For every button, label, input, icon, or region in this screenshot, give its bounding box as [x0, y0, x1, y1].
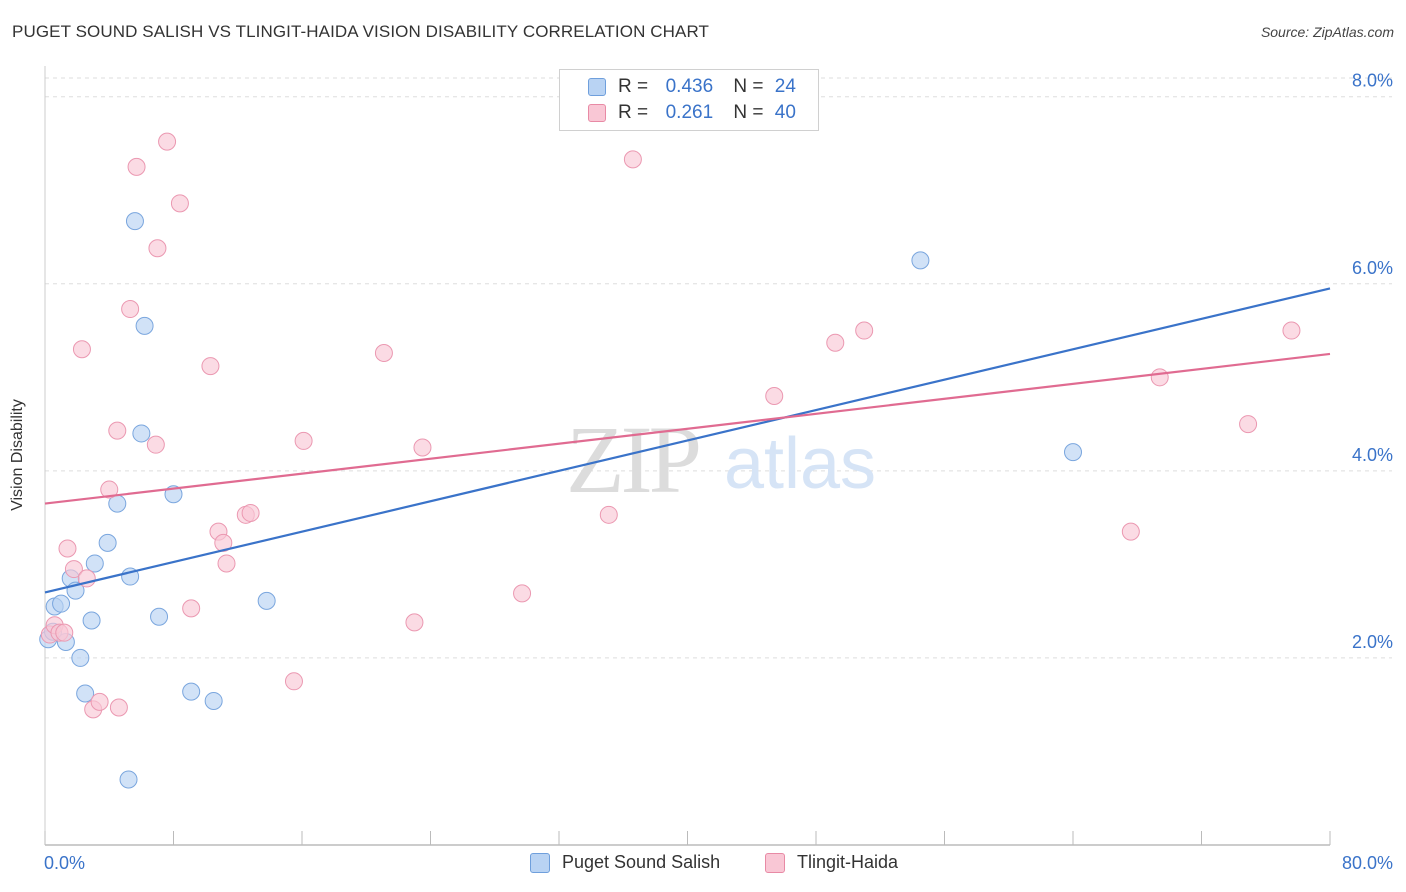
data-point-tlingit: [109, 698, 128, 717]
data-point-salish: [257, 591, 276, 610]
data-point-tlingit: [1239, 415, 1258, 434]
bottom-legend-swatch-salish: [530, 852, 550, 873]
legend-row-salish: R = 0.436 N = 24: [588, 75, 796, 99]
data-point-tlingit: [374, 343, 393, 362]
watermark: ZIP atlas: [566, 406, 876, 513]
data-point-tlingit: [64, 560, 83, 579]
bottom-legend-salish: Puget Sound Salish: [530, 852, 720, 873]
watermark-atlas: atlas: [724, 424, 876, 504]
legend-r-value-salish: 0.436: [665, 76, 714, 97]
data-point-salish: [125, 212, 144, 231]
y-tick-label: 8.0%: [1352, 71, 1393, 91]
bottom-legend-label-tlingit: Tlingit-Haida: [797, 852, 899, 872]
data-point-salish: [71, 648, 90, 667]
data-point-tlingit: [413, 438, 432, 457]
data-point-salish: [98, 533, 117, 552]
chart-title: PUGET SOUND SALISH VS TLINGIT-HAIDA VISI…: [12, 22, 710, 41]
data-point-tlingit: [148, 239, 167, 258]
data-point-tlingit: [58, 539, 77, 558]
data-point-tlingit: [1150, 368, 1169, 387]
legend-r-label: R =: [618, 102, 649, 123]
data-point-salish: [132, 424, 151, 443]
data-point-salish: [82, 611, 101, 630]
data-point-tlingit: [765, 387, 784, 406]
legend-swatch-salish: [588, 78, 606, 96]
legend-n-value-tlingit: 40: [774, 102, 796, 123]
data-point-tlingit: [90, 692, 109, 711]
data-point-tlingit: [127, 157, 146, 176]
data-point-tlingit: [182, 599, 201, 618]
trendline-salish: [44, 287, 1331, 594]
data-point-tlingit: [855, 321, 874, 340]
legend-r-value-tlingit: 0.261: [665, 102, 714, 123]
data-point-salish: [119, 770, 138, 789]
data-point-salish: [911, 251, 930, 270]
tick-labels: 2.0% 4.0% 6.0% 8.0% 0.0% 80.0%: [44, 71, 1393, 873]
axes: [44, 66, 1331, 846]
data-point-salish: [135, 316, 154, 335]
watermark-zip: ZIP: [566, 406, 699, 513]
x-tick-label-max: 80.0%: [1342, 853, 1393, 873]
legend-swatch-tlingit: [588, 104, 606, 122]
data-point-tlingit: [405, 613, 424, 632]
data-point-salish: [150, 607, 169, 626]
data-point-tlingit: [1282, 321, 1301, 340]
data-point-tlingit: [146, 435, 165, 454]
data-point-salish: [85, 554, 104, 573]
legend-row-tlingit: R = 0.261 N = 40: [588, 101, 796, 125]
data-points: [39, 132, 1301, 789]
data-point-tlingit: [826, 333, 845, 352]
bottom-legend-swatch-tlingit: [765, 852, 785, 873]
data-point-tlingit: [108, 421, 127, 440]
data-point-tlingit: [121, 300, 140, 319]
data-point-tlingit: [284, 672, 303, 691]
data-point-tlingit: [217, 554, 236, 573]
data-point-tlingit: [72, 340, 91, 359]
trendline-tlingit: [44, 352, 1331, 505]
data-point-tlingit: [170, 194, 189, 213]
legend-r-label: R =: [618, 76, 649, 97]
gridlines: [45, 77, 1392, 659]
legend-n-label: N =: [733, 102, 764, 123]
data-point-salish: [1064, 443, 1082, 462]
data-point-salish: [204, 691, 223, 710]
data-point-tlingit: [158, 132, 177, 151]
data-point-tlingit: [513, 584, 532, 603]
data-point-tlingit: [623, 150, 642, 169]
data-point-salish: [76, 684, 95, 703]
data-point-tlingit: [100, 480, 119, 499]
y-tick-label: 4.0%: [1352, 445, 1393, 465]
bottom-legend-label-salish: Puget Sound Salish: [562, 852, 721, 872]
legend-n-value-salish: 24: [774, 76, 796, 97]
data-point-tlingit: [1121, 522, 1140, 541]
source-label: Source: ZipAtlas.com: [1260, 24, 1394, 40]
data-point-tlingit: [294, 431, 313, 450]
data-point-tlingit: [55, 623, 74, 642]
data-point-salish: [182, 682, 201, 701]
bottom-legend-tlingit: Tlingit-Haida: [765, 852, 898, 873]
legend-n-label: N =: [733, 76, 764, 97]
trendlines: [44, 287, 1331, 594]
y-tick-label: 6.0%: [1352, 258, 1393, 278]
y-tick-label: 2.0%: [1352, 632, 1393, 652]
data-point-tlingit: [599, 505, 618, 524]
data-point-tlingit: [201, 357, 220, 376]
data-point-salish: [52, 594, 71, 613]
x-tick-label-min: 0.0%: [44, 853, 85, 873]
stats-legend: R = 0.436 N = 24 R = 0.261 N = 40: [559, 69, 819, 131]
data-point-tlingit: [241, 503, 260, 522]
